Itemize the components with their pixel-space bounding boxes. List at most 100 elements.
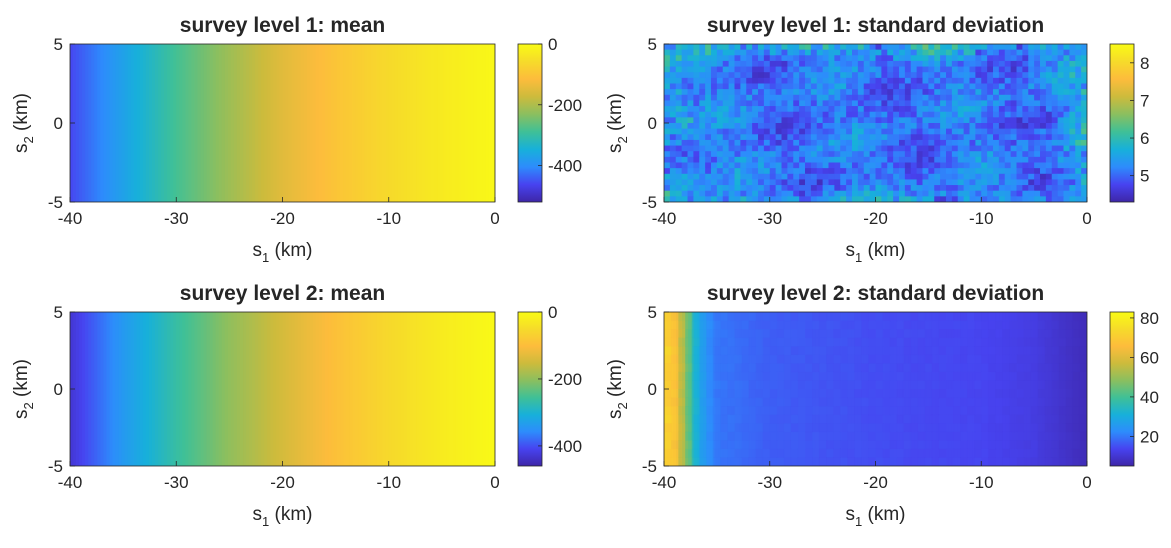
heatmap-cell bbox=[1045, 83, 1053, 90]
heatmap-cell bbox=[692, 431, 700, 441]
heatmap-cell bbox=[887, 123, 894, 130]
heatmap-cell bbox=[720, 397, 728, 407]
heatmap-cell bbox=[928, 60, 935, 68]
heatmap-cell bbox=[671, 346, 679, 356]
heatmap-cell bbox=[975, 94, 982, 101]
heatmap-cell bbox=[370, 312, 375, 466]
heatmap-cell bbox=[1081, 49, 1087, 56]
heatmap-cell bbox=[797, 320, 806, 330]
heatmap-cell bbox=[922, 185, 929, 192]
heatmap-cell bbox=[816, 179, 824, 186]
heatmap-cell bbox=[203, 44, 208, 202]
heatmap-cell bbox=[664, 156, 671, 163]
heatmap-cell bbox=[1075, 83, 1082, 90]
heatmap-cell bbox=[812, 346, 820, 356]
heatmap-cell bbox=[934, 185, 941, 192]
heatmap-cell bbox=[981, 145, 988, 152]
heatmap-cell bbox=[981, 66, 988, 73]
heatmap-cell bbox=[904, 145, 912, 152]
heatmap-cell bbox=[379, 312, 384, 466]
heatmap-cell bbox=[940, 185, 947, 192]
heatmap-cell bbox=[775, 173, 783, 180]
heatmap-cell bbox=[349, 312, 353, 466]
heatmap-cell bbox=[734, 168, 741, 175]
heatmap-cell bbox=[769, 100, 777, 107]
heatmap-cell bbox=[185, 44, 189, 202]
heatmap-cell bbox=[916, 123, 924, 130]
heatmap-cell bbox=[741, 423, 750, 433]
heatmap-cell bbox=[953, 329, 961, 339]
heatmap-cell bbox=[693, 66, 700, 73]
heatmap-cell bbox=[1057, 77, 1065, 84]
heatmap-cell bbox=[981, 55, 988, 62]
heatmap-cell bbox=[763, 66, 771, 73]
heatmap-cell bbox=[758, 128, 765, 135]
heatmap-cell bbox=[716, 66, 724, 73]
heatmap-cell bbox=[711, 173, 718, 180]
heatmap-cell bbox=[998, 117, 1006, 124]
heatmap-cell bbox=[840, 397, 848, 407]
heatmap-cell bbox=[1034, 139, 1041, 147]
heatmap-cell bbox=[1058, 389, 1067, 399]
heatmap-cell bbox=[967, 371, 975, 381]
heatmap-cell bbox=[769, 49, 777, 56]
heatmap-cell bbox=[847, 414, 855, 424]
heatmap-cell bbox=[1057, 49, 1065, 56]
heatmap-cell bbox=[852, 156, 859, 163]
heatmap-cell bbox=[828, 156, 835, 163]
heatmap-cell bbox=[762, 363, 771, 373]
heatmap-cell bbox=[896, 337, 905, 347]
heatmap-cell bbox=[917, 371, 926, 381]
heatmap-cell bbox=[882, 448, 891, 458]
heatmap-cell bbox=[946, 134, 953, 141]
heatmap-cell bbox=[681, 190, 689, 197]
heatmap-cell bbox=[847, 389, 855, 399]
heatmap-cell bbox=[758, 168, 765, 175]
heatmap-cell bbox=[988, 423, 996, 433]
heatmap-cell bbox=[934, 179, 941, 186]
heatmap-cell bbox=[787, 196, 794, 202]
heatmap-cell bbox=[975, 185, 982, 192]
heatmap-cell bbox=[664, 100, 671, 107]
heatmap-cell bbox=[664, 111, 671, 118]
heatmap-cell bbox=[1079, 346, 1087, 356]
heatmap-cell bbox=[917, 389, 926, 399]
heatmap-cell bbox=[716, 60, 724, 68]
heatmap-cell bbox=[758, 106, 765, 113]
heatmap-cell bbox=[875, 448, 884, 458]
heatmap-cell bbox=[969, 111, 976, 118]
heatmap-cell bbox=[1075, 156, 1082, 163]
heatmap-cell bbox=[787, 179, 794, 186]
heatmap-cell bbox=[1079, 329, 1087, 339]
heatmap-cell bbox=[1030, 457, 1039, 466]
heatmap-cell bbox=[685, 431, 693, 441]
heatmap-cell bbox=[846, 128, 853, 135]
heatmap-cell bbox=[826, 363, 834, 373]
heatmap-cell bbox=[746, 173, 753, 180]
heatmap-cell bbox=[1002, 380, 1010, 390]
heatmap-cell bbox=[1069, 106, 1076, 113]
heatmap-cell bbox=[940, 89, 947, 96]
heatmap-cell bbox=[928, 139, 935, 147]
heatmap-cell bbox=[758, 55, 765, 62]
heatmap-cell bbox=[861, 329, 869, 339]
heatmap-cell bbox=[762, 440, 771, 450]
heatmap-cell bbox=[306, 312, 311, 466]
heatmap-cell bbox=[924, 389, 933, 399]
heatmap-cell bbox=[826, 389, 834, 399]
heatmap-cell bbox=[669, 185, 677, 192]
heatmap-cell bbox=[995, 354, 1003, 364]
heatmap-cell bbox=[893, 44, 900, 51]
heatmap-cell bbox=[675, 123, 683, 130]
heatmap-cell bbox=[727, 440, 735, 450]
heatmap-cell bbox=[988, 414, 996, 424]
heatmap-cell bbox=[1034, 128, 1041, 135]
heatmap-cell bbox=[975, 100, 982, 107]
heatmap-cell bbox=[734, 448, 743, 458]
heatmap-cell bbox=[822, 66, 830, 73]
heatmap-cell bbox=[722, 44, 730, 51]
heatmap-cell bbox=[1004, 100, 1012, 107]
heatmap-cell bbox=[752, 44, 759, 51]
x-tick-label: 0 bbox=[1082, 473, 1091, 492]
heatmap-cell bbox=[685, 354, 693, 364]
